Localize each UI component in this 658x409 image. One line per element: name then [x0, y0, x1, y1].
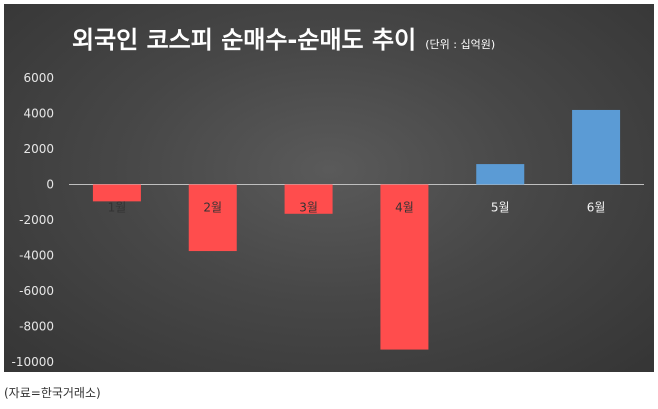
bar	[188, 184, 237, 252]
bar	[92, 184, 141, 202]
category-label: 4월	[395, 201, 414, 215]
bar-chart: 외국인 코스피 순매수-순매도 추이 (단위 : 십억원) 6000 4000 20…	[11, 26, 644, 369]
chart-title-main: 외국인 코스피 순매수-순매도 추이	[72, 26, 416, 54]
source-note: (자료=한국거래소)	[4, 386, 101, 400]
chart-title: 외국인 코스피 순매수-순매도 추이 (단위 : 십억원)	[72, 26, 495, 54]
y-tick-label: -10000	[11, 355, 54, 369]
category-label: 1월	[108, 201, 127, 215]
y-tick-label: 6000	[23, 71, 54, 85]
chart-panel: 외국인 코스피 순매수-순매도 추이 (단위 : 십억원) 6000 4000 20…	[4, 4, 654, 372]
bar	[380, 184, 429, 350]
category-label: 5월	[491, 201, 510, 215]
y-tick-label: 2000	[23, 142, 54, 156]
y-tick-label: -6000	[19, 284, 54, 298]
y-tick-label: 4000	[23, 107, 54, 121]
chart-unit-note: (단위 : 십억원)	[425, 38, 495, 51]
category-label: 2월	[203, 201, 222, 215]
y-axis: 6000 4000 2000 0 -2000 -4000 -6000 -8000 -10000	[11, 71, 644, 369]
bar	[476, 164, 525, 185]
bar	[284, 184, 333, 214]
bars	[92, 109, 621, 350]
category-label: 3월	[299, 201, 318, 215]
category-labels: 1월 2월 3월 4월 5월 6월	[108, 201, 606, 215]
bar	[572, 109, 621, 185]
category-label: 6월	[587, 201, 606, 215]
y-tick-label: 0	[46, 178, 54, 192]
y-tick-label: -2000	[19, 213, 54, 227]
y-tick-label: -4000	[19, 249, 54, 263]
y-tick-label: -8000	[19, 320, 54, 334]
